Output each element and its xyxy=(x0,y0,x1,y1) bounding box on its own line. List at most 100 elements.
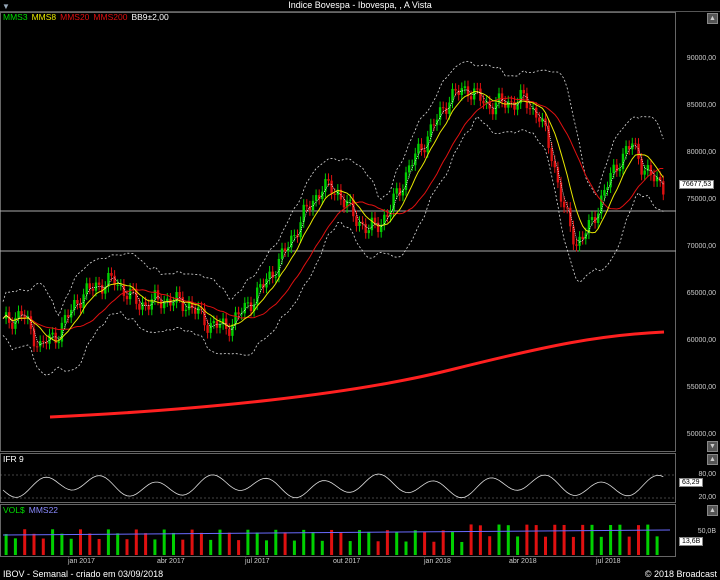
price-tick: 75000,00 xyxy=(686,196,716,203)
window-title: Indice Bovespa - Ibovespa, , A Vista xyxy=(288,0,432,10)
volume-bar xyxy=(125,539,129,555)
volume-bar xyxy=(478,525,482,555)
volume-bar xyxy=(311,532,315,555)
candle-body xyxy=(451,88,454,103)
candle-body xyxy=(488,101,491,109)
candle-body xyxy=(479,88,482,101)
volume-bar xyxy=(209,539,213,555)
candle-body xyxy=(280,248,284,259)
candle-body xyxy=(404,172,408,190)
candle-body xyxy=(128,288,132,300)
candle-body xyxy=(290,235,293,248)
candle-body xyxy=(203,308,206,326)
candle-body xyxy=(20,311,23,316)
footer-bar: IBOV - Semanal - criado em 03/09/2018 © … xyxy=(0,568,720,580)
volume-bar xyxy=(609,524,613,555)
candle-body xyxy=(172,302,175,306)
candle-body xyxy=(318,195,321,199)
candle-body xyxy=(138,303,141,310)
candle-body xyxy=(497,93,501,103)
x-axis-label: jul 2017 xyxy=(245,558,270,565)
mms8-line xyxy=(2,91,664,342)
candle-body xyxy=(116,284,119,286)
candle-body xyxy=(110,272,113,276)
candle-body xyxy=(153,290,157,300)
candle-body xyxy=(358,221,361,227)
candle-body xyxy=(640,158,643,175)
candle-body xyxy=(482,100,485,104)
candle-body xyxy=(411,165,414,167)
candle-body xyxy=(600,195,603,214)
volume-bar xyxy=(32,533,36,555)
candle-body xyxy=(169,298,172,306)
candle-body xyxy=(156,290,160,300)
candle-body xyxy=(566,207,569,209)
volume-bar xyxy=(302,529,306,555)
candle-body xyxy=(581,236,584,239)
candle-body xyxy=(122,284,126,296)
price-tick: 50000,00 xyxy=(686,431,716,438)
candle-body xyxy=(559,182,563,202)
candle-body xyxy=(54,332,57,344)
volume-bar xyxy=(441,530,445,555)
candle-body xyxy=(113,275,116,285)
candle-body xyxy=(435,119,439,126)
volume-bar xyxy=(571,536,575,555)
panel-scroll-up-button[interactable]: ▲ xyxy=(707,13,718,24)
candle-body xyxy=(70,309,73,318)
candle-body xyxy=(659,176,662,182)
volume-bar xyxy=(516,536,520,555)
candle-body xyxy=(510,101,513,103)
x-axis-label: jan 2017 xyxy=(68,558,95,565)
volume-bar xyxy=(190,529,194,555)
candle-body xyxy=(500,93,504,102)
vol-mms-title: MMS22 xyxy=(28,505,59,515)
price-chart-panel[interactable] xyxy=(0,12,676,452)
ifr-current-label: 63,29 xyxy=(679,478,703,487)
candle-body xyxy=(57,341,60,344)
candle-body xyxy=(283,248,287,252)
candle-body xyxy=(39,341,42,347)
candle-body xyxy=(268,271,271,279)
candle-body xyxy=(569,207,572,227)
volume-bar xyxy=(106,529,110,555)
candle-body xyxy=(652,175,656,182)
candle-body xyxy=(550,147,553,162)
volume-bar xyxy=(69,538,73,555)
vol-tick: 50,0B xyxy=(697,528,716,535)
dropdown-icon[interactable]: ▼ xyxy=(2,2,10,11)
candle-body xyxy=(383,214,386,225)
candle-body xyxy=(66,315,70,318)
candle-body xyxy=(519,89,522,104)
volume-bar xyxy=(506,525,510,555)
candle-body xyxy=(330,180,333,194)
candle-body xyxy=(252,304,256,312)
volume-bar xyxy=(246,529,250,555)
price-axis xyxy=(677,12,720,452)
candle-body xyxy=(556,167,560,183)
price-tick: 90000,00 xyxy=(686,55,716,62)
candle-body xyxy=(237,312,240,315)
candle-body xyxy=(23,315,26,319)
candle-body xyxy=(618,168,622,172)
candle-body xyxy=(60,322,64,342)
candle-body xyxy=(308,206,312,211)
candle-body xyxy=(246,302,250,304)
legend-mms200: MMS200 xyxy=(93,12,128,22)
candle-body xyxy=(417,143,420,154)
candle-body xyxy=(373,217,377,223)
ifr-scroll-up-button[interactable]: ▲ xyxy=(707,454,718,465)
candle-body xyxy=(144,302,147,306)
ifr-panel[interactable] xyxy=(0,453,676,503)
candle-body xyxy=(516,103,519,110)
candle-body xyxy=(178,292,181,298)
candle-body xyxy=(364,223,367,234)
candle-body xyxy=(504,101,507,108)
vol-scroll-up-button[interactable]: ▲ xyxy=(707,505,718,516)
panel-scroll-down-button[interactable]: ▼ xyxy=(707,441,718,452)
candle-body xyxy=(352,199,355,217)
vol-legend: VOL$ MMS22 xyxy=(3,505,62,515)
candle-body xyxy=(553,161,556,168)
candle-body xyxy=(79,303,82,309)
